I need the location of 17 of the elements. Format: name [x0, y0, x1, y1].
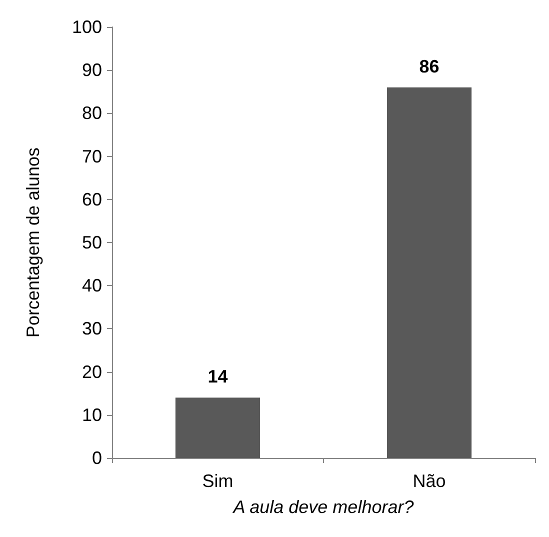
y-tick-label: 50: [82, 232, 102, 252]
y-tick-label: 20: [82, 362, 102, 382]
x-tick-label: Não: [412, 471, 446, 491]
x-axis-title: A aula deve melhorar?: [232, 497, 414, 517]
y-axis-title: Porcentagem de alunos: [23, 147, 43, 338]
y-tick-label: 30: [82, 318, 102, 339]
y-tick-label: 90: [82, 60, 102, 80]
y-tick-label: 100: [72, 17, 102, 37]
y-tick-label: 40: [82, 276, 102, 296]
y-tick-label: 0: [92, 448, 102, 468]
data-label: 86: [419, 56, 440, 76]
y-tick-label: 10: [82, 404, 102, 425]
y-tick-label: 80: [82, 103, 102, 124]
y-tick-label: 60: [82, 189, 102, 210]
y-tick-label: 70: [82, 146, 102, 166]
x-tick-label: Sim: [202, 471, 234, 491]
data-label: 14: [208, 366, 228, 387]
